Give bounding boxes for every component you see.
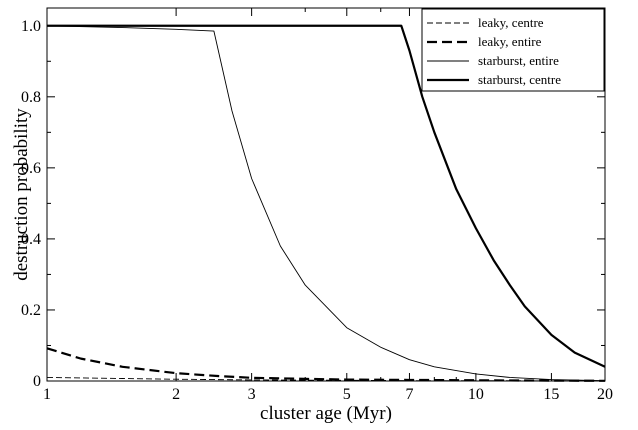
x-tick-label: 1	[43, 386, 51, 403]
x-tick-label: 5	[343, 386, 351, 403]
x-tick-label: 3	[248, 386, 256, 403]
plot-frame	[46, 7, 606, 382]
series-line-2	[46, 25, 606, 382]
y-tick-label: 0.4	[21, 231, 41, 248]
x-tick-label: 10	[468, 386, 484, 403]
y-tick-label: 1.0	[21, 18, 41, 35]
x-tick-label: 15	[543, 386, 559, 403]
x-axis: 1 2 3 5 7 10 15 20	[43, 8, 613, 403]
legend-label-2: starburst, entire	[478, 53, 559, 68]
y-axis-label: destruction probability	[11, 108, 32, 281]
x-axis-label: cluster age (Myr)	[260, 403, 392, 424]
y-tick-label: 0.8	[21, 89, 41, 106]
y-tick-label: 0	[33, 373, 41, 390]
series-line-1	[46, 347, 606, 382]
y-axis: 0 0.2 0.4 0.6 0.8 1.0	[21, 18, 605, 390]
x-tick-label: 7	[405, 386, 413, 403]
x-tick-label: 20	[597, 386, 613, 403]
x-tick-label: 2	[172, 386, 180, 403]
y-tick-label: 0.6	[21, 160, 41, 177]
series-layer	[46, 24, 606, 382]
series-line-3	[47, 24, 606, 368]
legend: leaky, centre leaky, entire starburst, ent…	[421, 8, 605, 92]
legend-label-0: leaky, centre	[478, 15, 544, 30]
legend-box	[421, 8, 605, 92]
legend-label-1: leaky, entire	[478, 34, 542, 49]
legend-label-3: starburst, centre	[478, 72, 561, 87]
y-tick-label: 0.2	[21, 302, 41, 319]
